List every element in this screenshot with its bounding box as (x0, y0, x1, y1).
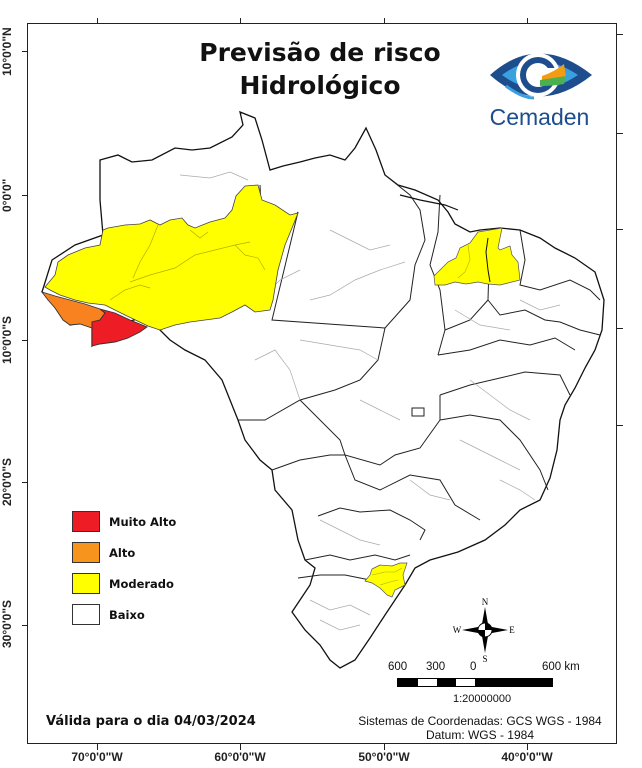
valid-date: Válida para o dia 04/03/2024 (46, 714, 256, 729)
legend-item-muito-alto: Muito Alto (72, 506, 176, 537)
tick-right (617, 328, 623, 329)
tick-bottom (240, 744, 241, 750)
tick-right (617, 229, 623, 230)
lon-label-70w: 70°0'0"W (71, 750, 123, 764)
north-arrow-compass-icon: N S W E (453, 597, 516, 664)
tick-left (22, 482, 28, 483)
scale-ratio: 1:20000000 (453, 693, 512, 705)
lon-label-50w: 50°0'0"W (358, 750, 410, 764)
legend-item-baixo: Baixo (72, 599, 176, 630)
scale-labels: 600 300 0 600 km (388, 661, 580, 675)
scale-label-600km: 600 km (542, 661, 580, 673)
compass-south: S (482, 654, 487, 664)
lon-label-60w: 60°0'0"W (214, 750, 266, 764)
title-line-2: Hidrológico (239, 71, 401, 100)
cemaden-eye-logo-icon (490, 53, 592, 100)
tick-left (22, 51, 28, 52)
scale-bar (397, 678, 553, 687)
legend-label: Alto (109, 545, 136, 560)
legend-swatch-alto (72, 542, 100, 563)
scale-label-300: 300 (426, 661, 446, 673)
tick-right (617, 425, 623, 426)
datum-text: Datum: WGS - 1984 (425, 728, 535, 742)
tick-top (527, 18, 528, 24)
scale-label-0: 0 (470, 661, 477, 673)
compass-east: E (509, 625, 515, 635)
region-moderado-santa-catarina (364, 562, 408, 598)
brazil-risk-map (40, 110, 605, 669)
legend-item-moderado: Moderado (72, 568, 176, 599)
tick-right (617, 34, 623, 35)
tick-top (97, 18, 98, 24)
lat-label-30s: 30°0'0"S (0, 599, 14, 649)
legend-label: Baixo (109, 607, 145, 622)
tick-right (617, 133, 623, 134)
tick-left (22, 625, 28, 626)
tick-top (240, 18, 241, 24)
tick-bottom (527, 744, 528, 750)
coord-system-text: Sistemas de Coordenadas: GCS WGS - 1984 (358, 714, 602, 728)
legend-swatch-muito-alto (72, 511, 100, 532)
tick-top (384, 18, 385, 24)
lon-label-40w: 40°0'0"W (501, 750, 553, 764)
legend-label: Moderado (109, 576, 174, 591)
scale-label-600: 600 (388, 661, 408, 673)
compass-west: W (453, 625, 462, 635)
cemaden-logo-text: Cemaden (489, 104, 590, 130)
tick-bottom (97, 744, 98, 750)
region-muito-alto-acre-east (91, 308, 148, 347)
map-frame (27, 23, 617, 744)
legend-swatch-baixo (72, 604, 100, 625)
legend-item-alto: Alto (72, 537, 176, 568)
coordinate-system: Sistemas de Coordenadas: GCS WGS - 1984 … (346, 714, 614, 742)
tick-left (22, 340, 28, 341)
lat-label-20s: 20°0'0"S (0, 457, 14, 507)
title-line-1: Previsão de risco (199, 38, 441, 67)
lat-label-10s: 10°0'0"S (0, 315, 14, 365)
tick-bottom (384, 744, 385, 750)
lat-label-0: 0°0'0" (0, 178, 14, 212)
legend-label: Muito Alto (109, 514, 177, 529)
tick-left (22, 195, 28, 196)
legend: Muito Alto Alto Moderado Baixo (72, 506, 176, 630)
map-title: Previsão de risco Hidrológico (150, 36, 490, 102)
region-moderado-amazonas (44, 184, 299, 331)
region-moderado-northeast (433, 227, 521, 286)
legend-swatch-moderado (72, 573, 100, 594)
lat-label-10n: 10°0'0"N (0, 27, 14, 77)
compass-north: N (482, 597, 489, 607)
